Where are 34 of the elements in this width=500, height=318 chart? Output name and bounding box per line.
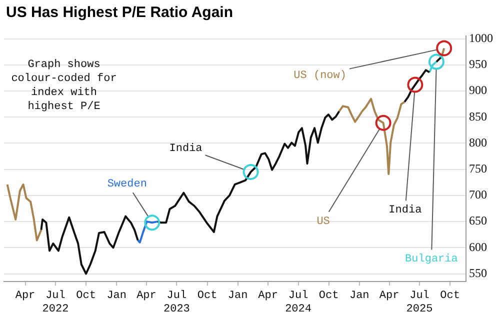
y-tick-label: 850 — [469, 109, 487, 124]
x-tick-label: Jan — [106, 290, 126, 302]
y-tick-label: 900 — [469, 83, 487, 98]
x-tick-label: Apr — [258, 290, 278, 302]
annotation: India — [388, 204, 422, 217]
y-tick-label: 550 — [469, 266, 487, 280]
x-tick-label: Jul 2023 — [164, 290, 190, 316]
x-tick-label: Apr — [136, 290, 156, 302]
y-tick-label: 650 — [469, 214, 487, 228]
annotation: Sweden — [107, 178, 147, 191]
point — [428, 54, 444, 70]
annotation: Graph shows colour-coded for index with highest P/E — [11, 59, 117, 114]
x-tick-label: Apr — [15, 290, 36, 302]
x-tick-label: Jul 2024 — [285, 290, 312, 316]
annotation: US — [316, 216, 330, 228]
annotation: US (now) — [294, 70, 346, 82]
chart-title: US Has Highest P/E Ratio Again — [5, 3, 234, 23]
y-tick-label: 1000 — [469, 30, 493, 45]
y-tick-label: 700 — [469, 188, 487, 202]
x-tick-label: Oct — [197, 290, 218, 302]
annotation: Bulgaria — [405, 254, 458, 266]
x-tick-label: Jan — [228, 290, 248, 302]
x-tick-label: Apr — [379, 290, 400, 302]
x-tick-label: Oct — [440, 290, 460, 302]
x-tick-label: Jul 2022 — [42, 290, 69, 316]
y-tick-label: 950 — [469, 57, 487, 72]
y-tick-label: 600 — [469, 240, 487, 254]
x-tick-label: Jul 2025 — [406, 290, 433, 316]
y-tick-label: 800 — [469, 135, 487, 150]
y-tick-label: 750 — [469, 162, 487, 176]
x-tick-label: Jan — [349, 290, 370, 302]
annotation: India — [169, 142, 203, 155]
x-tick-label: Oct — [318, 290, 339, 302]
x-tick-label: Oct — [76, 290, 96, 302]
